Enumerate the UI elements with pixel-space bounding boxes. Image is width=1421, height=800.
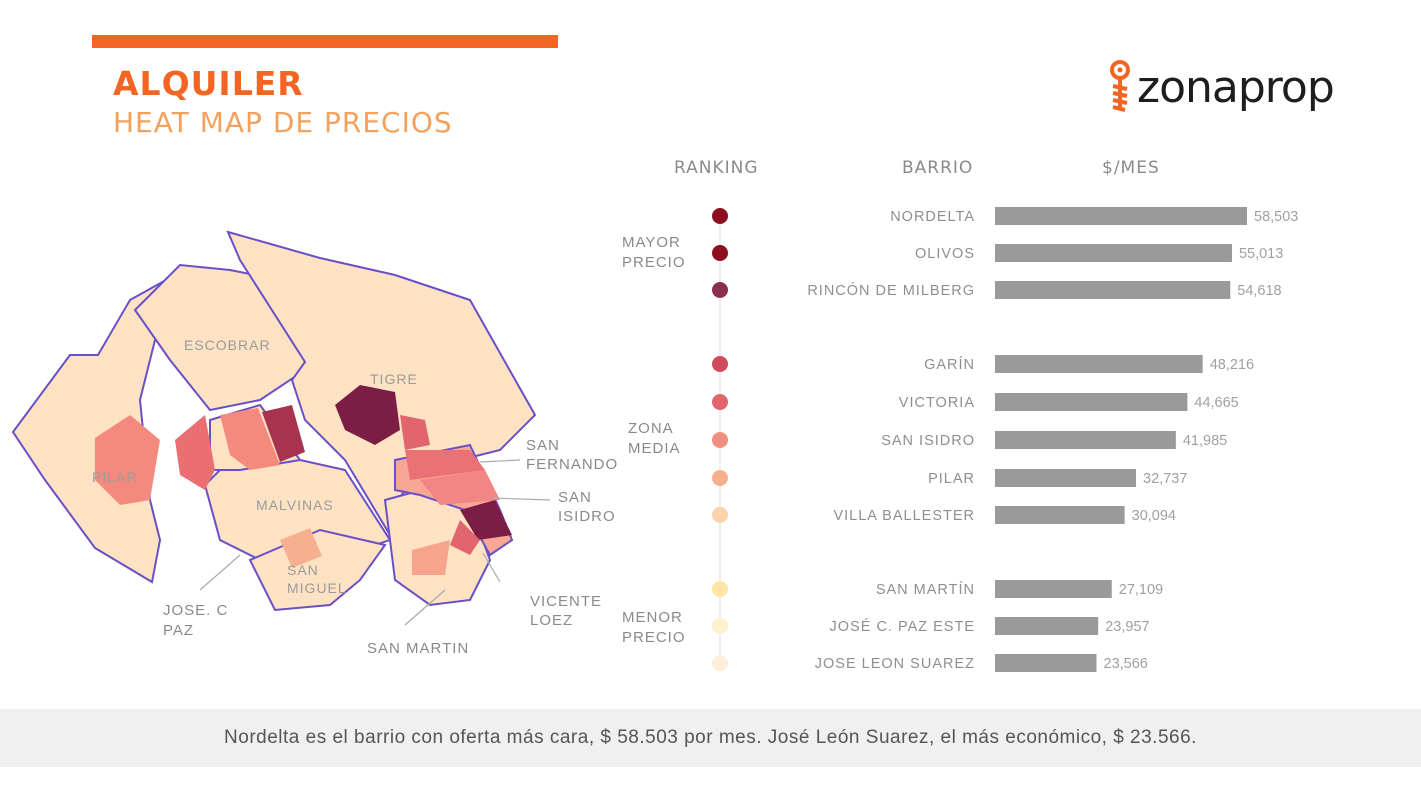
price-bar bbox=[995, 617, 1099, 635]
callout-vicente-lopez-1: VICENTE bbox=[530, 593, 602, 610]
ranking-dot bbox=[712, 581, 728, 597]
callout-san-fernando-1: SAN bbox=[526, 437, 560, 454]
price-value-label: 58,503 bbox=[1254, 209, 1298, 225]
ranking-dot bbox=[712, 655, 728, 671]
map-label-pilar: PILAR bbox=[92, 469, 137, 485]
region-map bbox=[11, 230, 551, 626]
price-bar bbox=[995, 469, 1137, 487]
price-bar bbox=[995, 281, 1231, 299]
map-label-tigre: TIGRE bbox=[370, 371, 418, 387]
price-value-label: 32,737 bbox=[1143, 471, 1187, 487]
zone-label-high-2: PRECIO bbox=[622, 254, 686, 271]
price-bar bbox=[995, 580, 1112, 598]
zone-label-mid-2: MEDIA bbox=[628, 440, 681, 457]
callout-jose-c-paz-1: JOSE. C bbox=[163, 602, 228, 619]
price-bar bbox=[995, 393, 1188, 411]
brand-name: zonaprop bbox=[1137, 62, 1335, 113]
map-patch-vicente-lopez bbox=[450, 520, 480, 555]
price-bar bbox=[995, 244, 1232, 262]
column-header-barrio: BARRIO bbox=[902, 158, 974, 178]
map-label-escobar: ESCOBRAR bbox=[184, 337, 271, 353]
barrio-label: NORDELTA bbox=[890, 209, 975, 225]
bar-rows: NORDELTA 58,503 OLIVOS 55,013 RINCÓN DE MILB… bbox=[712, 207, 1298, 672]
map-patch-san-fernando-b bbox=[420, 470, 500, 505]
ranking-dot bbox=[712, 356, 728, 372]
barrio-label: JOSE LEON SUAREZ bbox=[815, 656, 975, 672]
map-label-miguel: MIGUEL bbox=[287, 580, 347, 596]
map-patch-escobar-wine bbox=[262, 405, 305, 462]
barrio-label: SAN ISIDRO bbox=[881, 433, 975, 449]
header-accent-bar bbox=[92, 35, 558, 48]
barrio-label: PILAR bbox=[928, 471, 975, 487]
column-header-ranking: RANKING bbox=[674, 158, 759, 178]
zone-label-high-1: MAYOR bbox=[622, 234, 681, 251]
ranking-dot bbox=[712, 394, 728, 410]
key-icon bbox=[1110, 60, 1130, 112]
ranking-dot bbox=[712, 470, 728, 486]
map-patch-pilar-east bbox=[175, 415, 215, 490]
map-patch-san-fernando-a bbox=[405, 450, 485, 480]
ranking-dot bbox=[712, 618, 728, 634]
callout-san-fernando-2: FERNANDO bbox=[526, 456, 618, 473]
price-bar bbox=[995, 431, 1176, 449]
price-value-label: 48,216 bbox=[1210, 357, 1254, 373]
barrio-label: VICTORIA bbox=[899, 395, 975, 411]
page-subtitle: HEAT MAP DE PRECIOS bbox=[113, 106, 453, 139]
price-value-label: 23,566 bbox=[1104, 656, 1148, 672]
map-region-san-miguel bbox=[248, 528, 387, 612]
price-value-label: 27,109 bbox=[1119, 582, 1163, 598]
map-patch-pilar bbox=[95, 415, 160, 505]
ranking-dot bbox=[712, 245, 728, 261]
price-value-label: 44,665 bbox=[1194, 395, 1238, 411]
barrio-label: RINCÓN DE MILBERG bbox=[807, 282, 975, 299]
barrio-label: GARÍN bbox=[924, 356, 975, 373]
price-bar bbox=[995, 355, 1203, 373]
footer-text: Nordelta es el barrio con oferta más car… bbox=[224, 727, 1197, 748]
price-value-label: 30,094 bbox=[1132, 508, 1176, 524]
callout-san-isidro-2: ISIDRO bbox=[558, 508, 616, 525]
ranking-dot bbox=[712, 432, 728, 448]
barrio-label: VILLA BALLESTER bbox=[833, 508, 975, 524]
price-bar bbox=[995, 654, 1097, 672]
map-patch-san-miguel bbox=[280, 528, 322, 568]
callout-vicente-lopez-2: LOEZ bbox=[530, 612, 573, 629]
map-patch-escobar bbox=[220, 408, 280, 470]
ranking-dot bbox=[712, 507, 728, 523]
zone-label-mid-1: ZONA bbox=[628, 420, 674, 437]
brand-logo: zonaprop bbox=[1105, 58, 1375, 122]
column-header-price: $/MES bbox=[1102, 158, 1160, 178]
price-value-label: 23,957 bbox=[1105, 619, 1149, 635]
map-label-malvinas: MALVINAS bbox=[256, 497, 334, 513]
map-patch-tigre bbox=[400, 415, 430, 450]
price-bar bbox=[995, 506, 1125, 524]
callout-jose-c-paz-2: PAZ bbox=[163, 622, 194, 639]
zone-label-low-1: MENOR bbox=[622, 609, 683, 626]
page-title: ALQUILER bbox=[113, 64, 304, 103]
map-region-pilar bbox=[11, 272, 177, 584]
map-patch-san-isidro bbox=[460, 500, 512, 540]
price-value-label: 41,985 bbox=[1183, 433, 1227, 449]
map-patch-nordelta bbox=[335, 385, 400, 445]
zone-label-low-2: PRECIO bbox=[622, 629, 686, 646]
price-bar bbox=[995, 207, 1247, 225]
map-patch-san-martin bbox=[412, 540, 450, 575]
price-value-label: 55,013 bbox=[1239, 246, 1283, 262]
callout-san-isidro-1: SAN bbox=[558, 489, 592, 506]
barrio-label: JOSÉ C. PAZ ESTE bbox=[830, 618, 975, 635]
callout-san-martin: SAN MARTIN bbox=[367, 640, 469, 657]
barrio-label: SAN MARTÍN bbox=[876, 581, 975, 598]
ranking-dot bbox=[712, 208, 728, 224]
barrio-label: OLIVOS bbox=[915, 246, 975, 262]
map-label-san: SAN bbox=[287, 562, 319, 578]
ranking-dot bbox=[712, 282, 728, 298]
price-value-label: 54,618 bbox=[1237, 283, 1281, 299]
footer-bar: Nordelta es el barrio con oferta más car… bbox=[0, 709, 1421, 767]
